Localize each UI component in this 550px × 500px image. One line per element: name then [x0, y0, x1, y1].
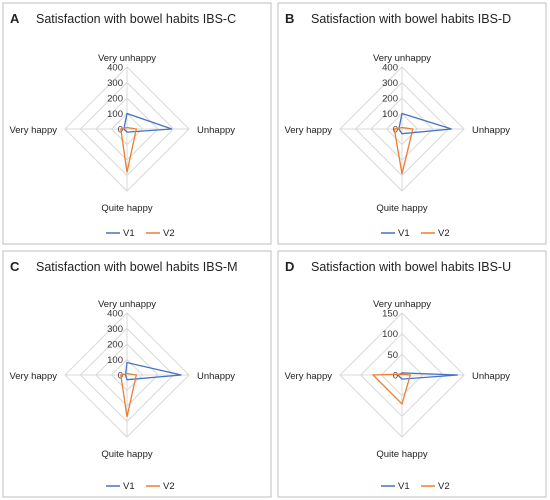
- tick-label: 400: [382, 63, 398, 74]
- panel-letter: D: [285, 259, 294, 274]
- tick-label: 400: [107, 63, 123, 74]
- series-v1: [123, 112, 173, 133]
- tick-label: 200: [382, 94, 398, 105]
- axis-label: Very happy: [9, 125, 57, 136]
- tick-label: 100: [107, 355, 123, 366]
- chart-title: Satisfaction with bowel habits IBS-M: [36, 260, 237, 274]
- axis-label: Quite happy: [101, 449, 152, 460]
- axis-label: Very unhappy: [98, 53, 156, 64]
- panel-c: C Satisfaction with bowel habits IBS-M 400…: [2, 250, 272, 498]
- tick-label: 200: [107, 340, 123, 351]
- tick-label: 100: [107, 109, 123, 120]
- panel-d: D Satisfaction with bowel habits IBS-U 150…: [277, 250, 547, 498]
- series-v2: [393, 126, 414, 175]
- legend-label-v1: V1: [398, 481, 410, 492]
- series-v2: [120, 126, 138, 173]
- series-v2: [371, 373, 412, 406]
- panel-a: A Satisfaction with bowel habits IBS-C 400…: [2, 2, 272, 245]
- tick-label: 0: [393, 371, 398, 382]
- legend-label-v2: V2: [163, 228, 175, 239]
- legend-label-v2: V2: [163, 481, 175, 492]
- tick-label: 300: [107, 78, 123, 89]
- chart-title: Satisfaction with bowel habits IBS-D: [311, 12, 511, 26]
- axis-label: Unhappy: [197, 371, 235, 382]
- panel-letter: A: [10, 11, 20, 26]
- tick-label: 150: [382, 309, 398, 320]
- panel-border: [277, 250, 547, 498]
- axis-label: Unhappy: [472, 125, 510, 136]
- chart-title: Satisfaction with bowel habits IBS-C: [36, 12, 236, 26]
- series-v1: [398, 112, 452, 135]
- legend-label-v2: V2: [438, 228, 450, 239]
- panel-letter: B: [285, 11, 294, 26]
- axis-label: Very unhappy: [98, 299, 156, 310]
- axis-label: Unhappy: [472, 371, 510, 382]
- tick-label: 200: [107, 94, 123, 105]
- axis-label: Very unhappy: [373, 299, 431, 310]
- axis-label: Very happy: [284, 371, 332, 382]
- tick-label: 50: [387, 350, 398, 361]
- axis-label: Quite happy: [376, 449, 427, 460]
- axis-label: Unhappy: [197, 125, 235, 136]
- tick-label: 400: [107, 309, 123, 320]
- axis-label: Very happy: [284, 125, 332, 136]
- tick-label: 300: [107, 324, 123, 335]
- series-v2: [120, 372, 138, 417]
- tick-label: 0: [393, 125, 398, 136]
- axis-label: Quite happy: [376, 203, 427, 214]
- legend-label-v2: V2: [438, 481, 450, 492]
- axis-label: Quite happy: [101, 203, 152, 214]
- panel-border: [2, 250, 272, 498]
- legend-label-v1: V1: [398, 228, 410, 239]
- legend-label-v1: V1: [123, 481, 135, 492]
- tick-label: 300: [382, 78, 398, 89]
- tick-label: 100: [382, 329, 398, 340]
- axis-label: Very unhappy: [373, 53, 431, 64]
- legend-label-v1: V1: [123, 228, 135, 239]
- tick-label: 100: [382, 109, 398, 120]
- chart-title: Satisfaction with bowel habits IBS-U: [311, 260, 511, 274]
- panel-letter: C: [10, 259, 20, 274]
- axis-label: Very happy: [9, 371, 57, 382]
- series-v1: [124, 361, 182, 381]
- panel-b: B Satisfaction with bowel habits IBS-D 400…: [277, 2, 547, 245]
